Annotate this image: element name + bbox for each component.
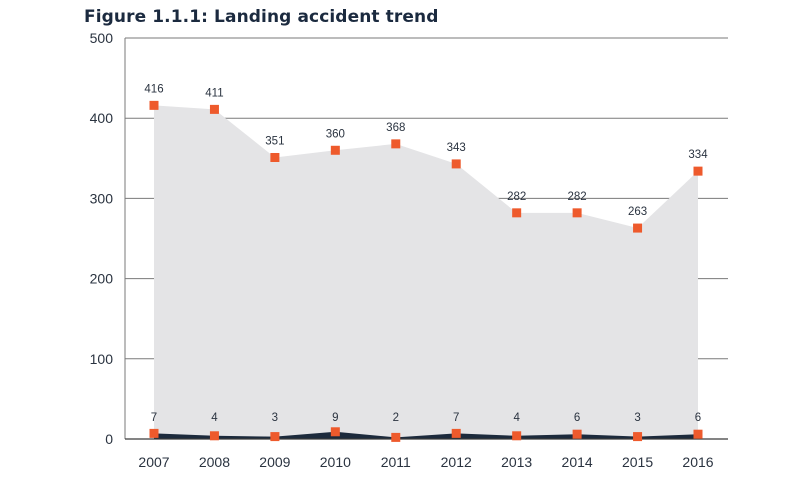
data-label-s1-2008: 411 [205, 87, 223, 99]
x-tick-label-2015: 2015 [622, 454, 653, 470]
marker-s1-2010 [330, 145, 340, 155]
marker-s2-2016 [693, 429, 703, 439]
marker-s2-2013 [512, 431, 522, 441]
chart-title: Figure 1.1.1: Landing accident trend [84, 7, 439, 27]
data-label-s2-2008: 4 [211, 412, 218, 424]
marker-s1-2013 [512, 208, 522, 218]
marker-s2-2009 [270, 432, 280, 442]
tick-labels: 0 100 200 300 400 500 2007 2008 2009 2010 2011 2012… [90, 30, 714, 470]
marker-s2-2014 [572, 429, 582, 439]
area-series-2 [154, 431, 698, 439]
x-tick-label-2011: 2011 [381, 454, 411, 470]
marker-s1-2007 [149, 100, 159, 110]
data-label-s1-2009: 351 [265, 135, 284, 147]
x-tick-label-2014: 2014 [562, 454, 593, 470]
data-label-s2-2010: 9 [332, 412, 338, 424]
marker-s1-2008 [209, 104, 219, 114]
data-label-s1-2013: 282 [507, 191, 526, 203]
y-tick-label-400: 400 [90, 110, 114, 126]
marker-s1-2014 [572, 208, 582, 218]
x-tick-label-2007: 2007 [138, 454, 169, 470]
x-tick-label-2009: 2009 [259, 454, 290, 470]
data-label-s1-2007: 416 [144, 83, 163, 95]
data-label-s1-2016: 334 [688, 149, 708, 161]
y-tick-label-100: 100 [90, 351, 114, 367]
y-tick-label-500: 500 [90, 30, 114, 46]
marker-s2-2007 [149, 428, 159, 438]
data-label-s1-2012: 343 [447, 142, 466, 154]
marker-s2-2015 [633, 432, 643, 442]
marker-s1-2016 [693, 166, 703, 176]
data-label-s2-2009: 3 [272, 412, 278, 424]
marker-s2-2010 [330, 427, 340, 437]
data-label-s2-2014: 6 [574, 412, 580, 424]
x-tick-label-2016: 2016 [682, 454, 713, 470]
area-series-1 [154, 105, 698, 440]
data-label-s2-2007: 7 [151, 412, 157, 424]
marker-s1-2011 [391, 139, 401, 149]
x-tick-label-2012: 2012 [441, 454, 472, 470]
data-labels: 416 411 351 360 368 343 282 282 263 334 7 4 3 9 2 7 4 6 3 6 [144, 83, 708, 424]
y-tick-label-0: 0 [105, 431, 113, 447]
data-label-s1-2015: 263 [628, 206, 647, 218]
x-tick-label-2008: 2008 [199, 454, 230, 470]
area-layer [154, 105, 698, 440]
x-tick-label-2013: 2013 [501, 454, 532, 470]
y-tick-label-300: 300 [90, 190, 114, 206]
marker-s1-2009 [270, 152, 280, 162]
data-label-s1-2014: 282 [568, 191, 587, 203]
axes [124, 38, 728, 440]
data-label-s2-2012: 7 [453, 412, 459, 424]
data-label-s2-2011: 2 [393, 412, 399, 424]
data-label-s1-2011: 368 [386, 122, 405, 134]
x-tick-label-2010: 2010 [320, 454, 351, 470]
marker-s1-2012 [451, 159, 461, 169]
data-label-s1-2010: 360 [326, 128, 345, 140]
marker-s2-2011 [391, 432, 401, 442]
markers [149, 100, 703, 442]
marker-s1-2015 [633, 223, 643, 233]
data-label-s2-2016: 6 [695, 412, 701, 424]
data-label-s2-2015: 3 [634, 412, 640, 424]
marker-s2-2012 [451, 428, 461, 438]
y-tick-label-200: 200 [90, 271, 114, 287]
data-label-s2-2013: 4 [513, 412, 520, 424]
marker-s2-2008 [209, 431, 219, 441]
